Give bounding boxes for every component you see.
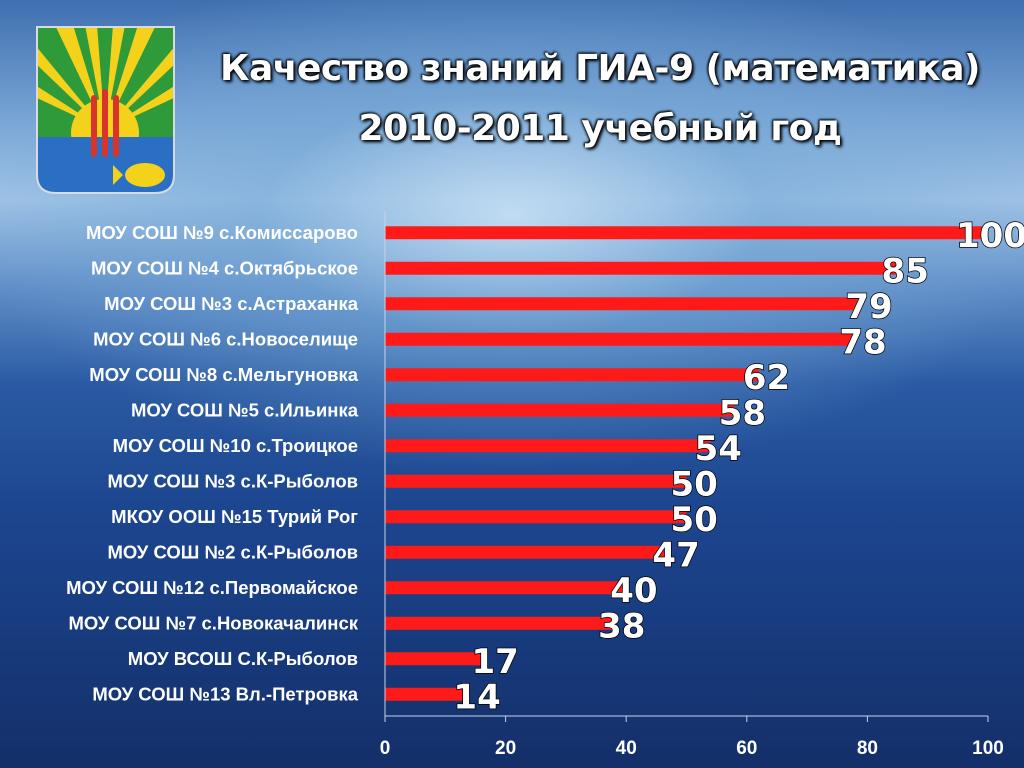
category-label: МОУ СОШ №7 с.Новокачалинск xyxy=(68,612,358,633)
category-label: МОУ СОШ №5 с.Ильинка xyxy=(131,399,359,420)
slide-title: Качество знаний ГИА-9 (математика) xyxy=(220,48,980,89)
x-tick-label: 40 xyxy=(616,738,637,759)
bar xyxy=(385,474,687,488)
coat-of-arms-icon xyxy=(36,26,175,194)
data-label: 14 xyxy=(453,677,500,717)
bar xyxy=(385,332,856,346)
bar xyxy=(385,652,488,666)
bar xyxy=(385,510,687,524)
data-label: 17 xyxy=(472,642,519,682)
x-tick-label: 100 xyxy=(972,738,1004,759)
data-label: 58 xyxy=(719,393,766,433)
data-label: 40 xyxy=(610,571,657,611)
data-label: 47 xyxy=(652,535,699,575)
data-label: 38 xyxy=(598,606,645,646)
bar xyxy=(385,616,615,630)
x-tick-label: 80 xyxy=(857,738,878,759)
slide-subtitle: 2010-2011 учебный год xyxy=(358,108,842,149)
category-label: МОУ СОШ №12 с.Первомайское xyxy=(66,577,358,598)
bar xyxy=(385,545,669,559)
category-label: МОУ СОШ №8 с.Мельгуновка xyxy=(89,364,358,385)
bar xyxy=(385,687,470,701)
category-label: МОУ СОШ №2 с.К-Рыболов xyxy=(107,541,358,562)
bar xyxy=(385,439,711,453)
bar xyxy=(385,581,627,595)
bar xyxy=(385,226,988,240)
bar xyxy=(385,261,898,275)
x-tick-label: 20 xyxy=(495,738,516,759)
category-label: МОУ СОШ №9 с.Комиссарово xyxy=(86,222,358,243)
x-tick-label: 60 xyxy=(736,738,757,759)
data-label: 50 xyxy=(671,464,718,504)
category-label: МОУ СОШ №6 с.Новоселище xyxy=(93,328,358,349)
bar xyxy=(385,297,862,311)
bar xyxy=(385,403,735,417)
data-label: 54 xyxy=(695,429,742,469)
data-label: 78 xyxy=(839,322,886,362)
category-label: МКОУ ООШ №15 Турий Рог xyxy=(111,506,358,527)
data-label: 50 xyxy=(671,500,718,540)
data-label: 62 xyxy=(743,358,790,398)
category-label: МОУ СОШ №3 с.Астраханка xyxy=(104,293,359,314)
data-label: 100 xyxy=(956,216,1024,256)
bar xyxy=(385,368,759,382)
data-label: 85 xyxy=(882,251,929,291)
category-label: МОУ ВСОШ С.К-Рыболов xyxy=(128,648,358,669)
category-label: МОУ СОШ №4 с.Октябрьское xyxy=(91,257,358,278)
category-label: МОУ СОШ №10 с.Троицкое xyxy=(113,435,358,456)
data-label: 79 xyxy=(845,287,892,327)
category-label: МОУ СОШ №13 Вл.-Петровка xyxy=(92,683,358,704)
x-tick-label: 0 xyxy=(380,738,391,759)
category-label: МОУ СОШ №3 с.К-Рыболов xyxy=(107,470,358,491)
